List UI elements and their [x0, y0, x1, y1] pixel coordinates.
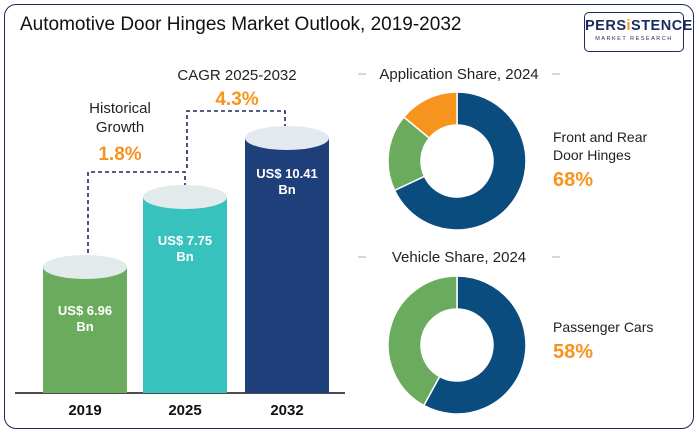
logo-tagline: MARKET RESEARCH: [595, 36, 673, 42]
donut-title: Vehicle Share, 2024: [392, 249, 526, 266]
bar-body: [43, 267, 127, 393]
annotation-value: 1.8%: [98, 144, 141, 165]
bar-top-cap: [143, 185, 227, 209]
bar-value-label: Bn: [278, 182, 295, 197]
bar-value-label: Bn: [176, 249, 193, 264]
page-title: Automotive Door Hinges Market Outlook, 2…: [20, 14, 462, 35]
bar-value-label: US$ 6.96: [58, 303, 112, 318]
bar-value-label: US$ 7.75: [158, 233, 212, 248]
x-tick-label: 2019: [68, 402, 101, 419]
callout-label: Door Hinges: [553, 147, 631, 163]
donut-slice: [402, 91, 458, 140]
x-tick-label: 2032: [270, 402, 303, 419]
logo-word-highlight: i: [626, 18, 632, 34]
annotation-value: 4.3%: [215, 89, 258, 110]
bar-body: [143, 197, 227, 393]
logo-word-part: STENCE: [631, 18, 693, 34]
annotation-label: Historical: [89, 100, 151, 117]
title-backdrop: [366, 242, 552, 266]
vehicle-share-donut: Vehicle Share, 2024 Passenger Cars 58%: [358, 242, 653, 415]
donut-slice: [393, 91, 527, 231]
annotation-label: Growth: [96, 119, 144, 136]
bar-value-label: US$ 10.41: [256, 166, 317, 181]
application-share-donut: Application Share, 2024 Front and Rear Doo…: [358, 59, 647, 231]
brand-logo: PERSiSTENCE MARKET RESEARCH: [584, 12, 692, 52]
callout-label: Front and Rear: [553, 129, 647, 145]
logo-word-part: PERS: [585, 18, 627, 34]
logo-wordmark: PERSiSTENCE: [585, 18, 692, 34]
bar-body: [245, 138, 329, 393]
donut-title: Application Share, 2024: [379, 66, 538, 83]
callout-label: Passenger Cars: [553, 319, 653, 335]
cagr-connector: [186, 110, 286, 168]
bar-top-cap: [43, 255, 127, 279]
x-tick-label: 2025: [168, 402, 201, 419]
callout-value: 68%: [553, 169, 593, 191]
donut-slice: [387, 275, 458, 407]
donut-slice: [422, 275, 527, 415]
bar-top-cap: [245, 126, 329, 150]
annotation-label: CAGR 2025-2032: [177, 67, 296, 84]
title-backdrop: [366, 59, 552, 83]
callout-value: 58%: [553, 341, 593, 363]
growth-connector: [87, 171, 186, 253]
bar-value-label: Bn: [76, 319, 93, 334]
